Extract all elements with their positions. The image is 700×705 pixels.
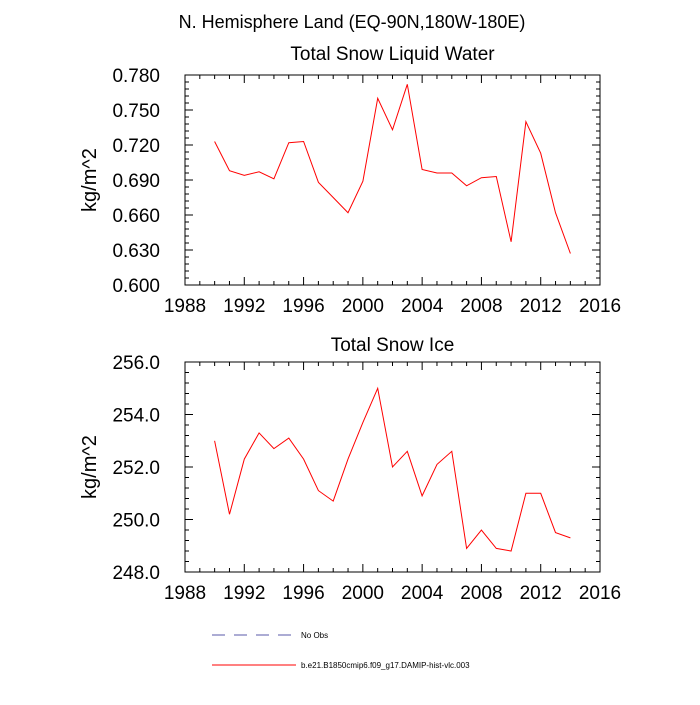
x-tick-label: 2016 xyxy=(579,583,621,604)
y-tick-label: 0.630 xyxy=(112,241,160,262)
y-tick-label: 0.720 xyxy=(112,136,160,157)
y-tick-label: 0.780 xyxy=(112,66,160,87)
panel-title: Total Snow Liquid Water xyxy=(290,44,495,65)
y-tick-label: 250.0 xyxy=(112,511,160,532)
series-line-1 xyxy=(214,386,571,552)
legend-label-2: b.e21.B1850cmip6.f09_g17.DAMIP-hist-vlc.… xyxy=(301,661,470,670)
y-axis-label: kg/m^2 xyxy=(79,435,101,499)
y-axis-label: kg/m^2 xyxy=(79,148,101,212)
x-tick-label: 1988 xyxy=(164,296,206,317)
x-tick-label: 1992 xyxy=(223,296,265,317)
x-tick-label: 2000 xyxy=(342,583,384,604)
y-tick-label: 248.0 xyxy=(112,563,160,584)
x-tick-label: 2004 xyxy=(401,296,444,317)
y-tick-label: 252.0 xyxy=(112,458,160,479)
y-tick-label: 0.690 xyxy=(112,171,160,192)
series-line-1 xyxy=(214,84,571,254)
y-tick-label: 0.660 xyxy=(112,206,160,227)
panel-title: Total Snow Ice xyxy=(331,335,455,356)
legend-label-1: No Obs xyxy=(301,631,328,640)
legend: No Obs b.e21.B1850cmip6.f09_g17.DAMIP-his… xyxy=(212,631,470,670)
y-tick-label: 256.0 xyxy=(112,353,160,374)
x-tick-label: 2008 xyxy=(460,296,502,317)
x-tick-label: 2016 xyxy=(579,296,621,317)
plot-frame xyxy=(184,74,601,286)
chart-panel-1: Total Snow Liquid Water 1988 1992 1996 2000 2… xyxy=(79,44,621,317)
figure-title: N. Hemisphere Land (EQ-90N,180W-180E) xyxy=(179,12,526,32)
x-tick-label: 2000 xyxy=(342,296,384,317)
x-tick-label: 1992 xyxy=(223,583,265,604)
x-tick-label: 2012 xyxy=(520,583,562,604)
x-tick-label: 2004 xyxy=(401,583,444,604)
x-tick-label: 1996 xyxy=(282,296,324,317)
x-tick-label: 1996 xyxy=(282,583,324,604)
y-tick-label: 254.0 xyxy=(112,406,160,427)
y-tick-label: 0.750 xyxy=(112,101,160,122)
x-tick-label: 2012 xyxy=(520,296,562,317)
x-tick-label: 1988 xyxy=(164,583,206,604)
chart-panels: Total Snow Liquid Water 1988 1992 1996 2000 2… xyxy=(79,44,621,604)
chart-panel-2: Total Snow Ice 1988 1992 1996 2000 2004 2008 20… xyxy=(79,335,621,604)
x-tick-label: 2008 xyxy=(460,583,502,604)
y-tick-label: 0.600 xyxy=(112,276,160,297)
